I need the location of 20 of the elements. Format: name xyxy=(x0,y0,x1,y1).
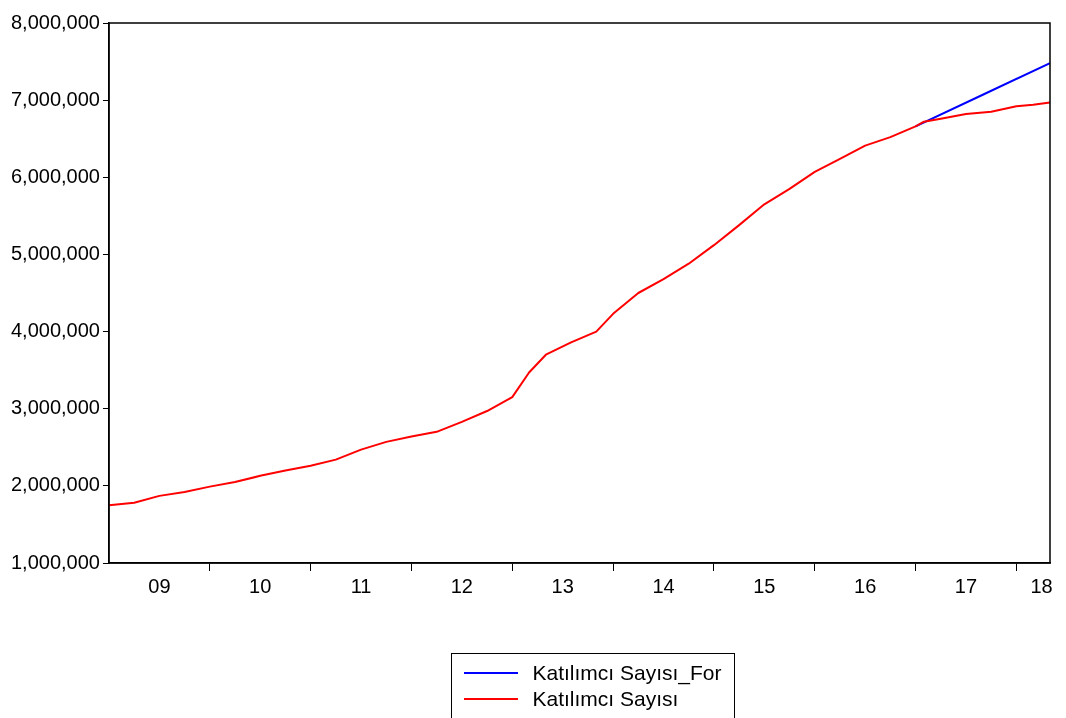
x-tick-label: 11 xyxy=(350,574,372,597)
legend-label: Katılımcı Sayısı xyxy=(532,686,679,712)
x-tick-label: 15 xyxy=(753,574,776,597)
x-tick-label: 17 xyxy=(954,574,978,597)
y-tick-label: 5,000,000 xyxy=(10,241,100,264)
x-tick-label: 10 xyxy=(249,574,272,597)
y-tick-label: 1,000,000 xyxy=(10,550,100,573)
y-tick-label: 3,000,000 xyxy=(10,396,100,419)
x-tick-label: 16 xyxy=(854,574,877,597)
y-tick-label: 4,000,000 xyxy=(10,319,100,342)
y-tick-label: 2,000,000 xyxy=(10,473,100,496)
x-tick-label: 13 xyxy=(551,574,574,597)
x-tick-label: 09 xyxy=(148,574,171,597)
y-tick-label: 7,000,000 xyxy=(10,87,100,110)
legend-label: Katılımcı Sayısı_For xyxy=(532,660,722,686)
y-tick-label: 6,000,000 xyxy=(10,164,100,187)
x-tick-label: 14 xyxy=(652,574,675,597)
x-tick-label: 12 xyxy=(450,574,473,597)
x-tick-label: 18 xyxy=(1030,574,1053,597)
y-tick-label: 8,000,000 xyxy=(10,10,100,33)
